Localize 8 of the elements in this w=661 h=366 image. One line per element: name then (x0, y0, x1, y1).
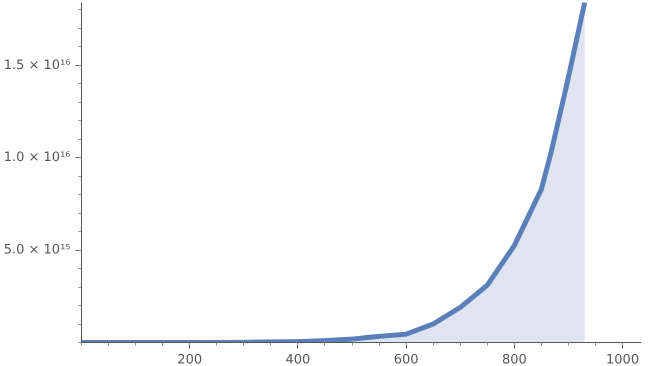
x-tick-label: 600 (394, 352, 419, 366)
y-tick-label: 1.5 × 10¹⁶ (4, 58, 70, 73)
y-tick-label: 5.0 × 10¹⁵ (4, 242, 70, 258)
x-tick-label: 800 (502, 352, 527, 366)
x-tick-label: 200 (177, 352, 202, 366)
x-tick-label: 400 (286, 352, 310, 366)
y-tick-label: 1.0 × 10¹⁶ (4, 150, 70, 166)
x-tick-label: 1000 (606, 352, 640, 366)
